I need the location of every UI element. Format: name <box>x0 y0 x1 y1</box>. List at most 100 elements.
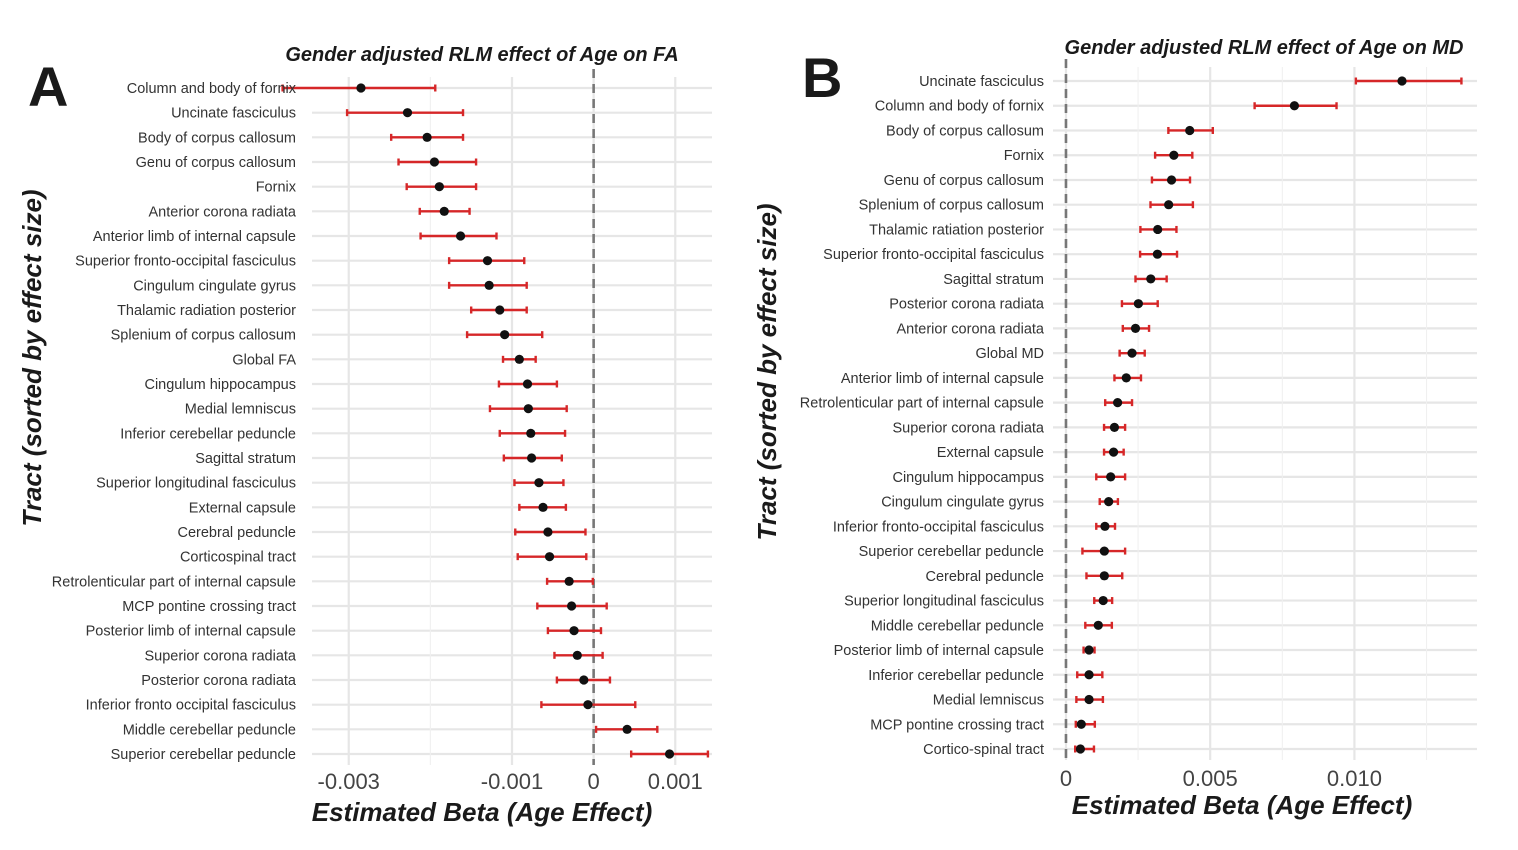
panel-b-point <box>1153 224 1163 235</box>
panel-b-y-tick-label: Global MD <box>976 346 1045 362</box>
panel-a-y-tick-label: Superior corona radiata <box>144 648 296 664</box>
panel-b-x-axis-title: Estimated Beta (Age Effect) <box>1072 790 1413 820</box>
panel-a-x-tick-label: 0 <box>588 769 600 794</box>
panel-a-y-tick-label: Corticospinal tract <box>180 550 296 566</box>
panel-a-y-tick-label: Superior fronto-occipital fasciculus <box>75 254 296 270</box>
panel-b-title: Gender adjusted RLM effect of Age on MD <box>1065 37 1464 59</box>
panel-b-point <box>1076 719 1086 729</box>
panel-a-x-tick-label: -0.003 <box>318 769 380 794</box>
panel-b-point <box>1099 546 1109 556</box>
panel-b-point <box>1121 373 1131 383</box>
panel-b-y-tick-label: Sagittal stratum <box>943 272 1044 288</box>
panel-b-point <box>1109 422 1120 432</box>
panel-b-y-tick-label: Inferior cerebellar peduncle <box>868 668 1044 684</box>
panel-b-point <box>1127 348 1137 358</box>
panel-b-y-tick-label: Cortico-spinal tract <box>923 742 1044 758</box>
panel-b-y-tick-label: Anterior corona radiata <box>897 321 1045 337</box>
panel-a-point <box>402 108 413 118</box>
panel-b-x-tick-label: 0 <box>1060 766 1072 791</box>
panel-a-y-tick-label: Fornix <box>256 180 297 196</box>
panel-a-y-tick-label: Sagittal stratum <box>195 451 296 467</box>
panel-a-point <box>482 256 493 266</box>
panel-a-point <box>439 206 449 216</box>
panel-b-point <box>1146 274 1156 284</box>
panel-b-point <box>1108 447 1119 457</box>
panel-a-title: Gender adjusted RLM effect of Age on FA <box>285 44 678 66</box>
panel-b-point <box>1098 595 1108 606</box>
panel-a: A Gender adjusted RLM effect of Age on F… <box>17 44 712 827</box>
panel-b-y-tick-label: Uncinate fasciculus <box>919 74 1044 90</box>
panel-a-point <box>543 527 553 537</box>
panel-a-point <box>356 83 366 93</box>
panel-a-y-tick-label: Splenium of corpus callosum <box>111 328 296 344</box>
panel-a-point <box>514 354 524 364</box>
panel-b-point <box>1075 744 1086 754</box>
panel-a-point <box>583 700 593 710</box>
panel-b-y-tick-label: Cingulum hippocampus <box>892 470 1044 486</box>
panel-b-point <box>1106 472 1116 482</box>
panel-a-y-tick-label: Column and body of fornix <box>127 81 297 97</box>
panel-a-y-axis-title: Tract (sorted by effect size) <box>17 189 47 526</box>
panel-a-point <box>523 404 533 414</box>
panel-a-y-tick-label: Cingulum cingulate gyrus <box>133 278 296 294</box>
panel-a-point <box>522 379 533 389</box>
panel-b-y-tick-label: Superior corona radiata <box>892 420 1044 436</box>
panel-a-point <box>564 576 574 586</box>
panel-b-y-tick-label: Inferior fronto-occipital fasciculus <box>833 519 1044 535</box>
panel-b-y-tick-label: Genu of corpus callosum <box>884 173 1044 189</box>
panel-a-y-tick-label: Anterior corona radiata <box>149 204 297 220</box>
panel-b-point <box>1169 150 1179 160</box>
panel-a-y-tick-label: Retrolenticular part of internal capsule <box>52 574 296 590</box>
panel-b-y-axis-title: Tract (sorted by effect size) <box>752 203 782 540</box>
panel-a-point <box>526 453 537 463</box>
panel-b-point <box>1100 521 1110 531</box>
panel-a-y-tick-label: Middle cerebellar peduncle <box>123 722 296 738</box>
panel-b-y-tick-label: Thalamic ratiation posterior <box>869 222 1044 238</box>
panel-a-y-tick-label: Global FA <box>232 352 296 368</box>
panel-a-y-tick-label: Body of corpus callosum <box>138 130 296 146</box>
panel-b-y-tick-label: Fornix <box>1004 148 1045 164</box>
panel-a-point <box>434 182 444 192</box>
panel-a-y-tick-label: Posterior corona radiata <box>141 673 297 689</box>
panel-b-point <box>1093 620 1103 630</box>
panel-a-point <box>579 675 589 685</box>
panel-b-point <box>1084 670 1094 680</box>
panel-a-labels: -0.003 -0.001 0 0.001 Column and body of for… <box>52 81 703 794</box>
panel-b-y-tick-label: Anterior limb of internal capsule <box>841 371 1044 387</box>
panel-a-point <box>664 749 675 759</box>
panel-a-y-tick-label: Inferior cerebellar peduncle <box>120 426 296 442</box>
panel-a-y-tick-label: Superior cerebellar peduncle <box>111 747 296 763</box>
panel-a-y-tick-label: Uncinate fasciculus <box>171 106 296 122</box>
panel-a-point <box>622 724 632 734</box>
panel-a-point <box>495 305 505 315</box>
panel-b-y-tick-label: Cerebral peduncle <box>926 569 1045 585</box>
panel-a-y-tick-label: Cerebral peduncle <box>178 525 297 541</box>
panel-a-x-axis-title: Estimated Beta (Age Effect) <box>312 797 653 827</box>
panel-a-y-tick-label: Inferior fronto occipital fasciculus <box>86 698 296 714</box>
panel-b-point <box>1113 398 1123 408</box>
panel-b-point <box>1289 101 1300 111</box>
panel-a-y-tick-label: Medial lemniscus <box>185 402 296 418</box>
panel-b-marks <box>1074 76 1463 754</box>
panel-b-y-tick-label: Medial lemniscus <box>933 693 1044 709</box>
panel-b-point <box>1164 200 1174 210</box>
panel-a-y-tick-label: Thalamic radiation posterior <box>117 303 296 319</box>
panel-a-point <box>534 478 544 488</box>
panel-b-x-tick-label: 0.005 <box>1183 766 1238 791</box>
panel-b-y-tick-label: MCP pontine crossing tract <box>870 717 1044 733</box>
panel-a-point <box>500 330 510 340</box>
panel-b-y-tick-label: External capsule <box>937 445 1044 461</box>
panel-b-point <box>1130 323 1141 334</box>
panel-a-y-tick-label: Cingulum hippocampus <box>144 377 296 393</box>
panel-a-point <box>422 132 432 142</box>
panel-b-point <box>1166 175 1177 185</box>
panel-b-point <box>1084 645 1094 655</box>
panel-a-point <box>544 552 555 562</box>
panel-a-point <box>526 428 536 438</box>
panel-b-y-tick-label: Column and body of fornix <box>875 99 1045 115</box>
panel-b-grid <box>1053 67 1477 760</box>
panel-a-y-tick-label: Anterior limb of internal capsule <box>93 229 296 245</box>
panel-b-point <box>1084 694 1094 705</box>
panel-a-x-tick-label: -0.001 <box>481 769 543 794</box>
